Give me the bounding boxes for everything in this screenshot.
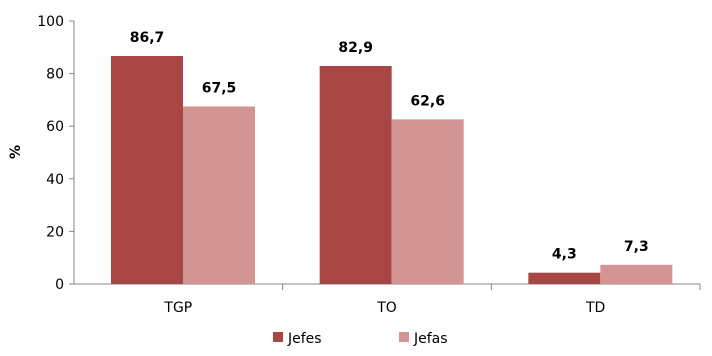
y-tick-label: 60: [46, 119, 64, 135]
legend-label-jefas: Jefas: [413, 331, 448, 347]
x-tick-label-tgp: TGP: [163, 300, 192, 316]
bar-jefes-td: [528, 272, 601, 284]
y-tick-label: 0: [55, 277, 64, 293]
legend-swatch-jefas: [399, 332, 409, 342]
data-label-jefas-tgp: 67,5: [202, 80, 237, 96]
legend-swatch-jefes: [273, 332, 283, 342]
data-label-jefes-tgp: 86,7: [130, 30, 165, 46]
legend: Jefes Jefas: [273, 331, 448, 347]
axes: 0 20 40 60 80 100% TGP TO TD: [8, 14, 701, 316]
y-tick-label: 20: [46, 224, 64, 240]
bar-jefas-tgp: [183, 106, 255, 284]
x-tick-label-to: TO: [376, 300, 397, 316]
legend-label-jefes: Jefes: [287, 331, 322, 347]
bar-jefas-to: [391, 119, 464, 284]
y-axis-label: %: [8, 145, 24, 159]
y-tick-label: 80: [46, 67, 64, 83]
data-labels: 86,7 67,5 82,9 62,6 4,3 7,3: [130, 30, 649, 263]
y-tick-label: 40: [46, 172, 64, 188]
bar-jefas-td: [600, 264, 673, 284]
x-tick-label-td: TD: [585, 300, 605, 316]
bar-jefes-to: [319, 65, 392, 285]
bar-jefes-tgp: [111, 55, 183, 284]
data-label-jefes-to: 82,9: [338, 40, 373, 56]
data-label-jefes-td: 4,3: [552, 247, 577, 263]
data-label-jefas-to: 62,6: [410, 93, 445, 109]
data-label-jefas-td: 7,3: [624, 239, 649, 255]
y-tick-label: 100: [37, 14, 64, 30]
bars: [111, 55, 673, 285]
